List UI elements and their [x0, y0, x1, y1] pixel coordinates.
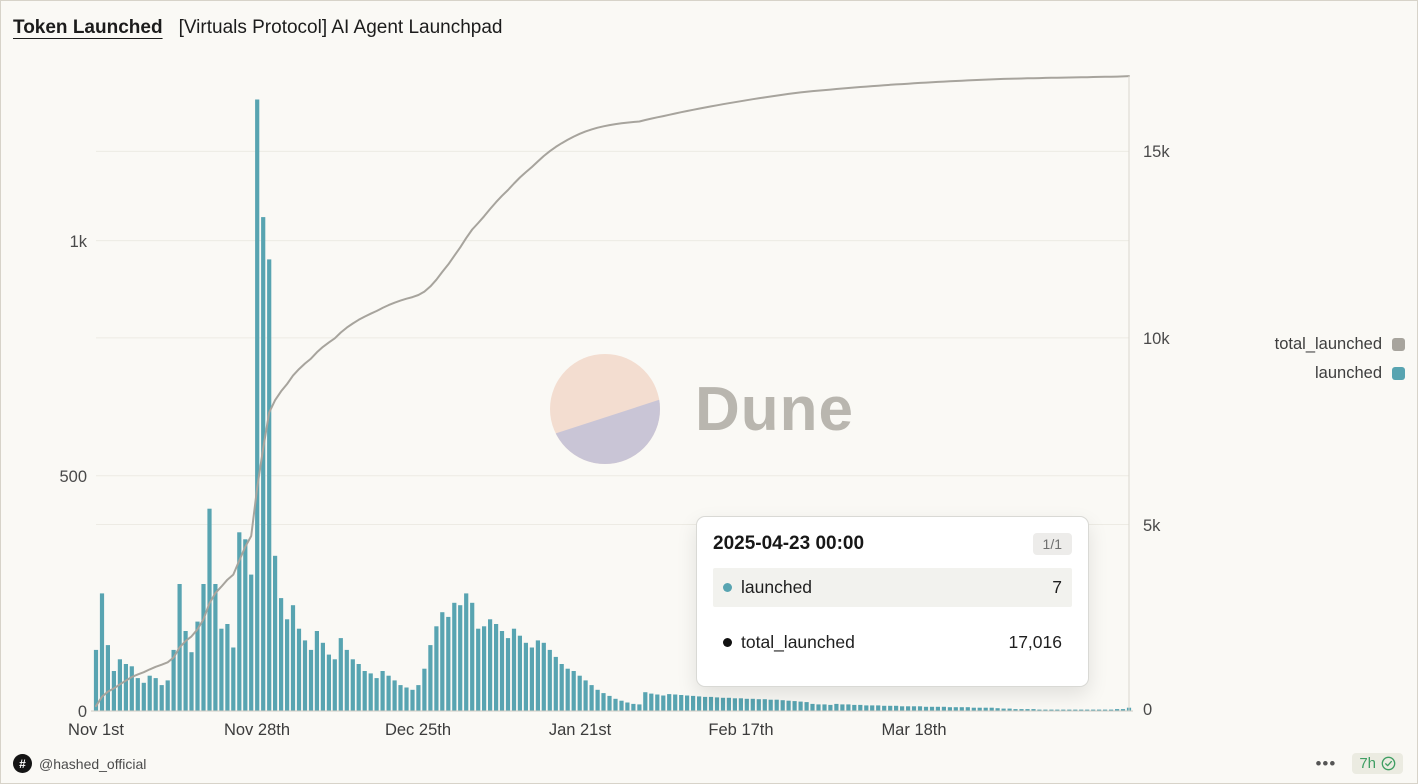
- chart-legend: total_launched launched: [1275, 335, 1405, 383]
- x-tick-mar18: Mar 18th: [881, 721, 946, 739]
- x-tick-nov28: Nov 28th: [224, 721, 290, 739]
- gridlines: [96, 150, 1129, 525]
- more-options-icon[interactable]: •••: [1315, 754, 1337, 773]
- total-launched-dot-icon: [723, 638, 732, 647]
- x-tick-dec25: Dec 25th: [385, 721, 451, 739]
- tooltip-row-label: total_launched: [741, 632, 855, 652]
- legend-label: launched: [1315, 364, 1382, 382]
- freshness-age: 7h: [1359, 755, 1376, 772]
- launched-dot-icon: [723, 583, 732, 592]
- x-tick-nov1: Nov 1st: [68, 721, 124, 739]
- left-axis-tick-500: 500: [59, 468, 87, 486]
- tooltip-row-value: 7: [1052, 577, 1062, 597]
- footer-controls: ••• 7h: [1315, 753, 1403, 774]
- tooltip-row-label: launched: [741, 577, 813, 597]
- right-axis-tick-10k: 10k: [1143, 330, 1170, 348]
- chart-header: Token Launched [Virtuals Protocol] AI Age…: [13, 17, 503, 39]
- total-launched-swatch-icon: [1392, 338, 1405, 351]
- tooltip-header: 2025-04-23 00:00 1/1: [713, 533, 1072, 555]
- x-tick-feb17: Feb 17th: [708, 721, 773, 739]
- legend-item-total-launched[interactable]: total_launched: [1275, 335, 1405, 354]
- legend-label: total_launched: [1274, 335, 1382, 353]
- right-axis-tick-5k: 5k: [1143, 517, 1161, 535]
- total-launched-line: [95, 75, 1130, 708]
- launched-bars[interactable]: [93, 99, 1132, 712]
- check-circle-icon: [1381, 756, 1396, 771]
- x-tick-jan21: Jan 21st: [549, 721, 612, 739]
- left-axis-tick-0: 0: [78, 703, 87, 721]
- tooltip-row-total-launched: total_launched 17,016: [713, 623, 1072, 662]
- launched-swatch-icon: [1392, 367, 1405, 380]
- left-axis-tick-1k: 1k: [70, 233, 88, 251]
- attribution-handle: @hashed_official: [39, 755, 147, 772]
- tooltip-date: 2025-04-23 00:00: [713, 533, 865, 554]
- hashed-logo-icon: #: [13, 754, 32, 773]
- legend-item-launched[interactable]: launched: [1315, 364, 1405, 383]
- chart-subtitle: [Virtuals Protocol] AI Agent Launchpad: [178, 17, 503, 38]
- chart-tooltip: 2025-04-23 00:00 1/1 launched 7 total_la…: [696, 516, 1089, 687]
- tooltip-row-launched: launched 7: [713, 568, 1072, 607]
- chart-title-link[interactable]: Token Launched: [13, 17, 163, 38]
- tooltip-page-badge: 1/1: [1032, 533, 1072, 555]
- attribution: # @hashed_official: [13, 754, 146, 773]
- right-axis-tick-15k: 15k: [1143, 143, 1170, 161]
- right-axis-tick-0: 0: [1143, 701, 1152, 719]
- data-freshness-indicator[interactable]: 7h: [1352, 753, 1403, 774]
- tooltip-row-value: 17,016: [1008, 632, 1062, 652]
